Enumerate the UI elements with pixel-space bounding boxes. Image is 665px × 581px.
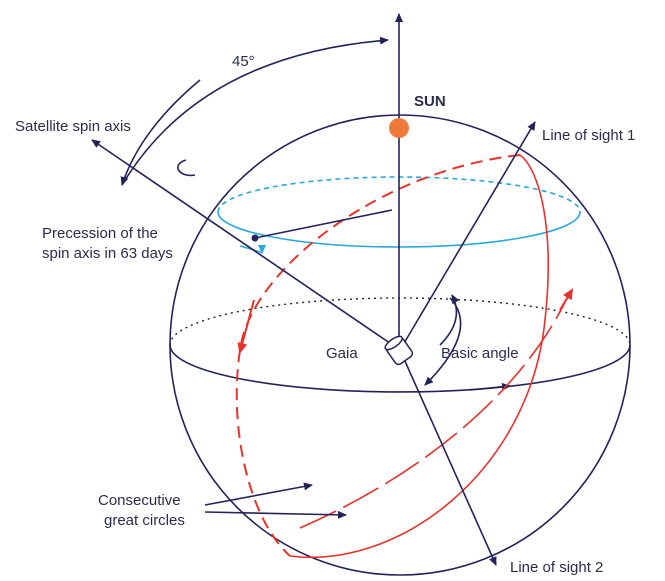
labels: 45° SUN Satellite spin axis Line of sigh… [15, 53, 635, 576]
line-of-sight-2-label: Line of sight 2 [510, 559, 603, 576]
gaia-label: Gaia [326, 345, 358, 362]
precession-label: Precession of the [42, 225, 158, 242]
axes [91, 13, 536, 566]
precession-label: spin axis in 63 days [42, 245, 173, 262]
angle-label: 45° [232, 53, 255, 70]
sun-label: SUN [414, 93, 446, 110]
great-circles [235, 154, 574, 559]
basic-angle-label: Basic angle [441, 345, 519, 362]
great-circles-label: great circles [104, 512, 185, 529]
line-of-sight-1-label: Line of sight 1 [542, 127, 635, 144]
spin-axis-label: Satellite spin axis [15, 118, 131, 135]
great-circles-label: Consecutive [98, 492, 181, 509]
